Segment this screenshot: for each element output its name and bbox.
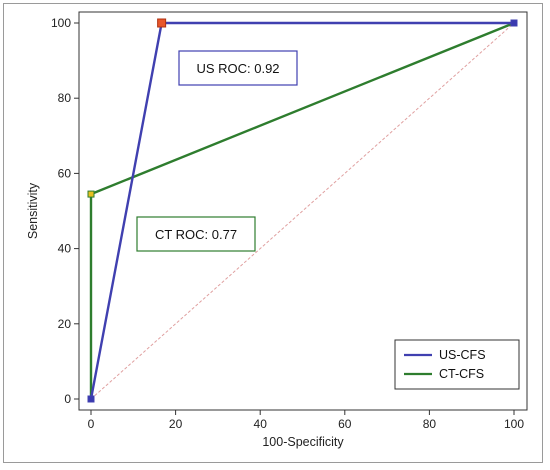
legend-label: US-CFS xyxy=(439,348,486,362)
reference-diagonal-line xyxy=(90,22,515,400)
y-tick-label: 0 xyxy=(64,392,71,406)
annotation-box xyxy=(178,50,298,86)
x-axis-title: 100-Specificity xyxy=(262,435,344,449)
data-point xyxy=(87,190,95,198)
annotation-label: CT ROC: 0.77 xyxy=(155,227,237,242)
y-axis-title: Sensitivity xyxy=(26,182,40,239)
y-tick-label: 60 xyxy=(58,166,72,180)
x-tick-label: 100 xyxy=(504,417,524,431)
legend: US-CFS CT-CFS xyxy=(394,339,520,390)
annotation-box xyxy=(136,216,256,252)
annotation-label: US ROC: 0.92 xyxy=(196,61,279,76)
x-tick-label: 0 xyxy=(88,417,95,431)
annotations: US ROC: 0.92 CT ROC: 0.77 xyxy=(136,50,298,252)
y-tick-label: 80 xyxy=(58,91,72,105)
x-tick-label: 60 xyxy=(338,417,352,431)
x-tick-label: 80 xyxy=(423,417,437,431)
y-tick-label: 20 xyxy=(58,317,72,331)
y-tick-label: 100 xyxy=(51,16,71,30)
legend-box xyxy=(394,339,520,390)
y-tick-label: 40 xyxy=(58,242,72,256)
data-point xyxy=(510,19,518,27)
data-point xyxy=(157,18,167,28)
series-layer xyxy=(87,18,518,403)
legend-label: CT-CFS xyxy=(439,367,484,381)
x-tick-label: 20 xyxy=(169,417,183,431)
plot-area-border xyxy=(78,11,528,411)
ticks: 0 20 40 60 80 100 0 20 40 60 80 100 xyxy=(51,16,524,431)
x-tick-label: 40 xyxy=(254,417,268,431)
axes xyxy=(78,11,528,411)
data-point xyxy=(87,395,95,403)
